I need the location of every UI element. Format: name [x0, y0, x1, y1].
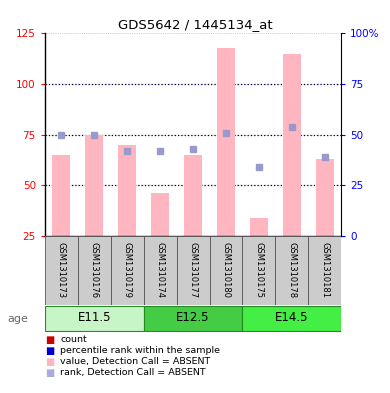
Bar — [243, 236, 275, 305]
Bar — [275, 236, 308, 305]
Text: E12.5: E12.5 — [176, 311, 210, 324]
Text: age: age — [7, 314, 28, 324]
Text: GSM1310173: GSM1310173 — [57, 242, 66, 298]
Text: E11.5: E11.5 — [78, 311, 111, 324]
Bar — [85, 134, 103, 236]
Bar — [308, 236, 341, 305]
Bar — [78, 236, 111, 305]
Bar — [118, 145, 136, 236]
Text: GSM1310178: GSM1310178 — [287, 242, 296, 298]
Text: ■: ■ — [45, 346, 54, 356]
Text: count: count — [60, 336, 87, 344]
Text: GDS5642 / 1445134_at: GDS5642 / 1445134_at — [118, 18, 272, 31]
Bar — [144, 306, 243, 331]
Bar — [209, 236, 243, 305]
Text: GSM1310175: GSM1310175 — [254, 242, 263, 298]
Bar — [316, 159, 334, 236]
Bar — [144, 236, 177, 305]
Text: GSM1310181: GSM1310181 — [320, 242, 329, 298]
Bar — [45, 236, 78, 305]
Text: GSM1310179: GSM1310179 — [123, 242, 132, 298]
Text: rank, Detection Call = ABSENT: rank, Detection Call = ABSENT — [60, 369, 206, 377]
Text: GSM1310174: GSM1310174 — [156, 242, 165, 298]
Bar — [111, 236, 144, 305]
Text: GSM1310177: GSM1310177 — [188, 242, 198, 298]
Bar — [151, 193, 169, 236]
Text: GSM1310180: GSM1310180 — [222, 242, 230, 298]
Bar — [45, 306, 144, 331]
Bar — [243, 306, 341, 331]
Bar — [177, 236, 209, 305]
Text: percentile rank within the sample: percentile rank within the sample — [60, 347, 220, 355]
Text: ■: ■ — [45, 368, 54, 378]
Text: value, Detection Call = ABSENT: value, Detection Call = ABSENT — [60, 358, 211, 366]
Bar — [217, 48, 235, 236]
Bar — [52, 155, 70, 236]
Text: E14.5: E14.5 — [275, 311, 308, 324]
Bar — [184, 155, 202, 236]
Bar — [283, 53, 301, 236]
Text: ■: ■ — [45, 335, 54, 345]
Text: ■: ■ — [45, 357, 54, 367]
Bar — [250, 218, 268, 236]
Text: GSM1310176: GSM1310176 — [90, 242, 99, 298]
